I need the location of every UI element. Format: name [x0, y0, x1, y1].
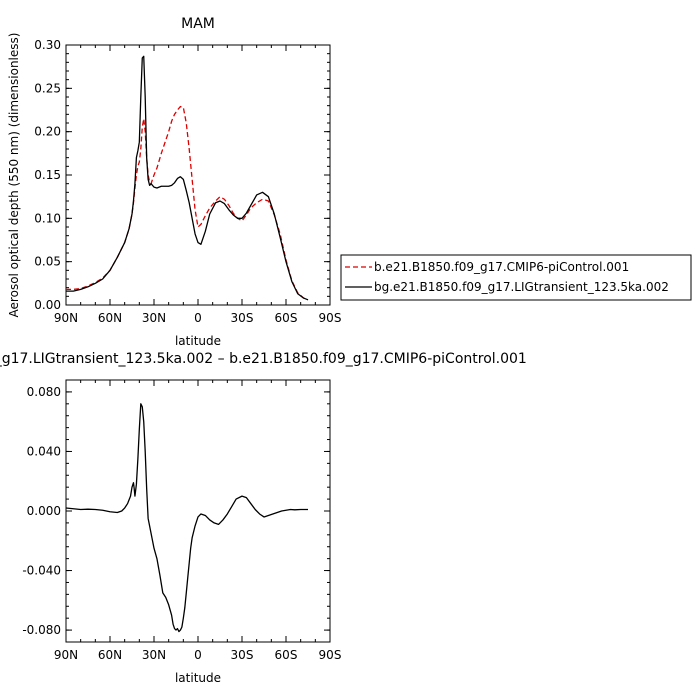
legend-label-ligtransient: bg.e21.B1850.f09_g17.LIGtransient_123.5k…	[374, 280, 669, 294]
legend-box	[340, 254, 692, 301]
top-y-tick-label: 0.25	[34, 81, 61, 95]
top-y-axis: 0.00 0.05 0.10 0.15 0.20 0.25 0.30	[34, 38, 330, 312]
top-x-tick-label: 90N	[54, 311, 78, 325]
top-y-tick-label: 0.20	[34, 125, 61, 139]
bottom-x-tick-label: 60S	[275, 648, 298, 662]
top-y-axis-label: Aerosol optical depth (550 nm) (dimensio…	[7, 33, 21, 318]
top-panel: MAM 90N 60N 30N 0 30S 60S 90S 0.00 0.05 0.10 0.15…	[7, 16, 341, 348]
top-y-tick-label: 0.05	[34, 255, 61, 269]
bottom-y-tick-label: -0.080	[22, 623, 61, 637]
bottom-x-tick-label: 60N	[98, 648, 122, 662]
top-x-tick-label: 30S	[231, 311, 254, 325]
top-y-tick-label: 0.30	[34, 38, 61, 52]
bottom-x-axis: 90N 60N 30N 0 30S 60S 90S	[54, 380, 342, 662]
bottom-x-tick-label: 0	[194, 648, 202, 662]
top-x-tick-label: 60S	[275, 311, 298, 325]
bottom-x-tick-label: 90N	[54, 648, 78, 662]
top-series-line-1	[66, 55, 309, 301]
top-title: MAM	[181, 16, 215, 32]
bottom-x-tick-label: 90S	[319, 648, 342, 662]
bottom-x-tick-label: 30S	[231, 648, 254, 662]
bottom-x-tick-label: 30N	[142, 648, 166, 662]
top-y-tick-label: 0.00	[34, 298, 61, 312]
bottom-x-axis-label: latitude	[175, 671, 221, 685]
bottom-y-tick-label: 0.000	[27, 504, 61, 518]
bottom-panel: bg.e21.B1850.f09_g17.LIGtransient_123.5k…	[0, 351, 527, 685]
bottom-series-line-0	[65, 403, 308, 633]
legend-label-picontrol: b.e21.B1850.f09_g17.CMIP6-piControl.001	[374, 260, 629, 274]
top-x-tick-label: 30N	[142, 311, 166, 325]
top-series-line-0	[66, 105, 309, 301]
legend: b.e21.B1850.f09_g17.CMIP6-piControl.001 …	[340, 254, 692, 301]
top-x-tick-label: 90S	[319, 311, 342, 325]
top-series-group	[66, 55, 309, 301]
top-x-tick-label: 0	[194, 311, 202, 325]
bottom-y-tick-label: -0.040	[22, 564, 61, 578]
top-y-tick-label: 0.15	[34, 168, 61, 182]
bottom-series-group	[65, 403, 308, 633]
top-x-axis: 90N 60N 30N 0 30S 60S 90S	[54, 45, 342, 325]
top-x-axis-label: latitude	[175, 334, 221, 348]
top-x-tick-label: 60N	[98, 311, 122, 325]
bottom-y-tick-label: 0.040	[27, 444, 61, 458]
top-plot-frame	[65, 44, 331, 306]
top-y-tick-label: 0.10	[34, 211, 61, 225]
bottom-title: bg.e21.B1850.f09_g17.LIGtransient_123.5k…	[0, 351, 527, 367]
bottom-y-tick-label: 0.080	[27, 385, 61, 399]
bottom-y-axis: 0.080 0.040 0.000 -0.040 -0.080	[22, 379, 330, 643]
